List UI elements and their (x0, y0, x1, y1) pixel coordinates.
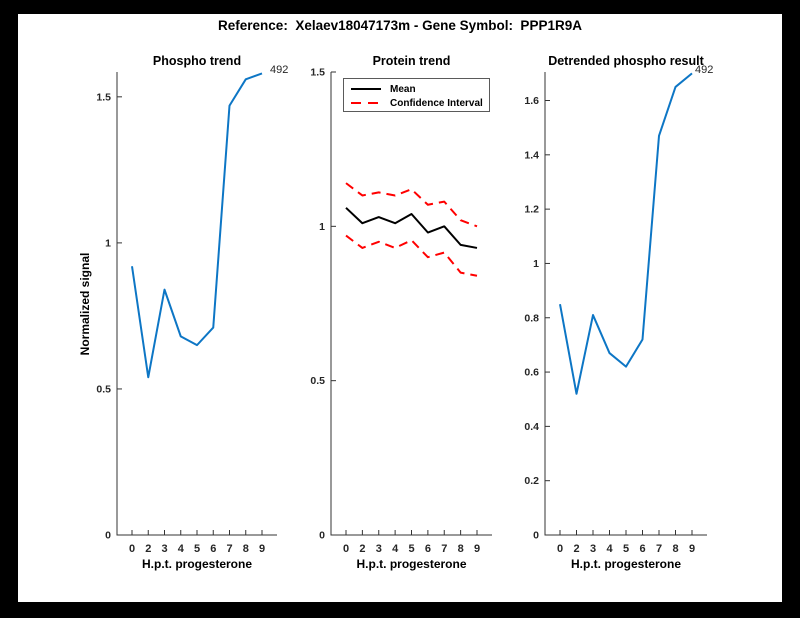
y-tick-label: 1 (533, 258, 539, 270)
legend-item: Mean (351, 82, 489, 96)
x-tick-label: 5 (408, 543, 414, 555)
x-tick-label: 6 (425, 543, 431, 555)
x-tick-label: 3 (590, 543, 596, 555)
x-tick-label: 4 (392, 543, 399, 555)
series-line-phospho-signal (131, 72, 263, 379)
y-tick-label: 1 (105, 237, 111, 249)
legend: Mean Confidence Interval (343, 78, 490, 112)
subplot-title-protein-trend: Protein trend (372, 54, 451, 68)
figure-canvas: Reference: Xelaev18047173m - Gene Symbol… (18, 14, 782, 602)
y-tick-label: 1 (319, 221, 325, 233)
x-tick-label: 9 (689, 543, 695, 555)
x-tick-label: 0 (557, 543, 563, 555)
x-axis-label-2: H.p.t. progesterone (356, 557, 467, 571)
x-tick-label: 4 (606, 543, 613, 555)
x-tick-label: 3 (161, 543, 167, 555)
legend-item: Confidence Interval (351, 96, 489, 110)
x-tick-label: 0 (129, 543, 135, 555)
x-tick-label: 7 (226, 543, 232, 555)
y-tick-label: 0.6 (524, 367, 539, 379)
y-tick-label: 0.5 (96, 383, 111, 395)
x-axis-label-3: H.p.t. progesterone (570, 557, 681, 571)
axis-line (116, 72, 277, 536)
x-tick-label: 6 (639, 543, 645, 555)
x-axis-label-1: H.p.t. progesterone (141, 557, 252, 571)
x-tick-label: 9 (259, 543, 265, 555)
series-line-detrended-signal (559, 72, 693, 395)
legend-label: Mean (390, 83, 416, 95)
x-tick-label: 7 (441, 543, 447, 555)
y-tick-label: 0.5 (310, 375, 325, 387)
x-tick-label: 2 (573, 543, 579, 555)
x-tick-label: 5 (623, 543, 629, 555)
peak-annotation-phospho: 492 (270, 64, 289, 76)
subplot-title-detrended-result: Detrended phospho result (548, 54, 704, 68)
axis-line (544, 72, 707, 536)
x-tick-label: 6 (210, 543, 216, 555)
x-tick-label: 5 (194, 543, 200, 555)
y-tick-label: 1.2 (524, 204, 539, 216)
x-tick-label: 8 (243, 543, 249, 555)
axis-line (330, 72, 492, 536)
y-tick-label: 1.4 (524, 149, 539, 161)
x-tick-label: 4 (178, 543, 185, 555)
y-tick-label: 0.8 (524, 312, 539, 324)
y-tick-label: 0 (105, 530, 111, 542)
legend-line-sample-icon (351, 88, 381, 90)
figure-title: Reference: Xelaev18047173m - Gene Symbol… (218, 18, 582, 33)
x-tick-label: 3 (376, 543, 382, 555)
subplot-title-phospho-trend: Phospho trend (152, 54, 242, 68)
plots-svg: 00.511.50 2 3 4 5 6 7 8 900.511.50 2 3 4 5 6 7 8 900.20.… (96, 67, 707, 555)
legend-line-sample-icon (351, 102, 381, 104)
y-axis-label: Normalized signal (78, 252, 92, 356)
x-tick-label: 0 (343, 543, 349, 555)
legend-label: Confidence Interval (390, 97, 483, 109)
peak-annotation-detrended: 492 (695, 64, 714, 76)
x-tick-label: 9 (474, 543, 480, 555)
y-tick-label: 0.4 (524, 421, 539, 433)
series-line-mean (345, 207, 478, 249)
y-tick-label: 0.2 (524, 475, 539, 487)
y-tick-label: 1.5 (96, 91, 111, 103)
y-tick-label: 1.6 (524, 95, 539, 107)
series-line-ci-upper (345, 182, 478, 228)
x-tick-label: 7 (656, 543, 662, 555)
y-tick-label: 0 (533, 530, 539, 542)
x-tick-label: 2 (145, 543, 151, 555)
y-tick-label: 1.5 (310, 67, 325, 79)
y-tick-label: 0 (319, 530, 325, 542)
x-tick-label: 8 (458, 543, 464, 555)
x-tick-label: 8 (672, 543, 678, 555)
x-tick-label: 2 (359, 543, 365, 555)
